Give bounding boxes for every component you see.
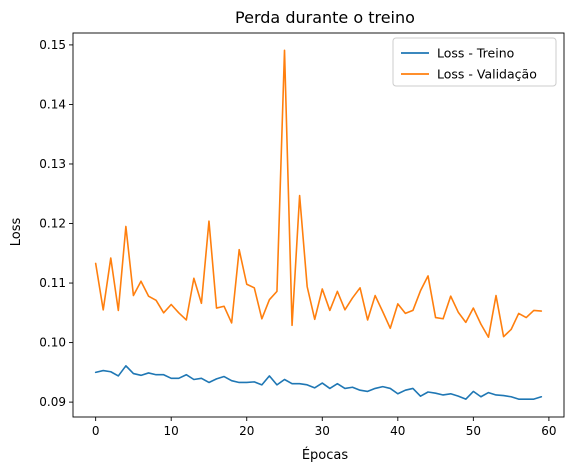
legend-entry: Loss - Treino <box>437 46 514 61</box>
series-line-validacao <box>94 49 543 339</box>
legend-entry: Loss - Validação <box>437 67 537 82</box>
y-tick-label: 0.14 <box>39 97 66 111</box>
chart-title: Perda durante o treino <box>235 8 415 27</box>
x-tick-label: 50 <box>466 424 481 438</box>
y-tick-label: 0.12 <box>39 217 66 231</box>
x-tick-label: 30 <box>315 424 330 438</box>
legend-box <box>392 37 557 87</box>
y-tick-label: 0.09 <box>39 395 66 409</box>
x-axis-label: Épocas <box>302 447 349 463</box>
y-tick-label: 0.11 <box>39 276 66 290</box>
series-line-treino <box>94 364 543 400</box>
x-tick-label: 40 <box>390 424 405 438</box>
x-tick-label: 0 <box>92 424 100 438</box>
y-tick-label: 0.15 <box>39 38 66 52</box>
plot-frame <box>72 32 565 418</box>
y-tick-label: 0.10 <box>39 336 66 350</box>
x-tick-label: 60 <box>541 424 556 438</box>
x-tick-label: 20 <box>239 424 254 438</box>
y-axis-label: Loss <box>9 218 24 247</box>
x-tick-label: 10 <box>164 424 179 438</box>
y-tick-label: 0.13 <box>39 157 66 171</box>
